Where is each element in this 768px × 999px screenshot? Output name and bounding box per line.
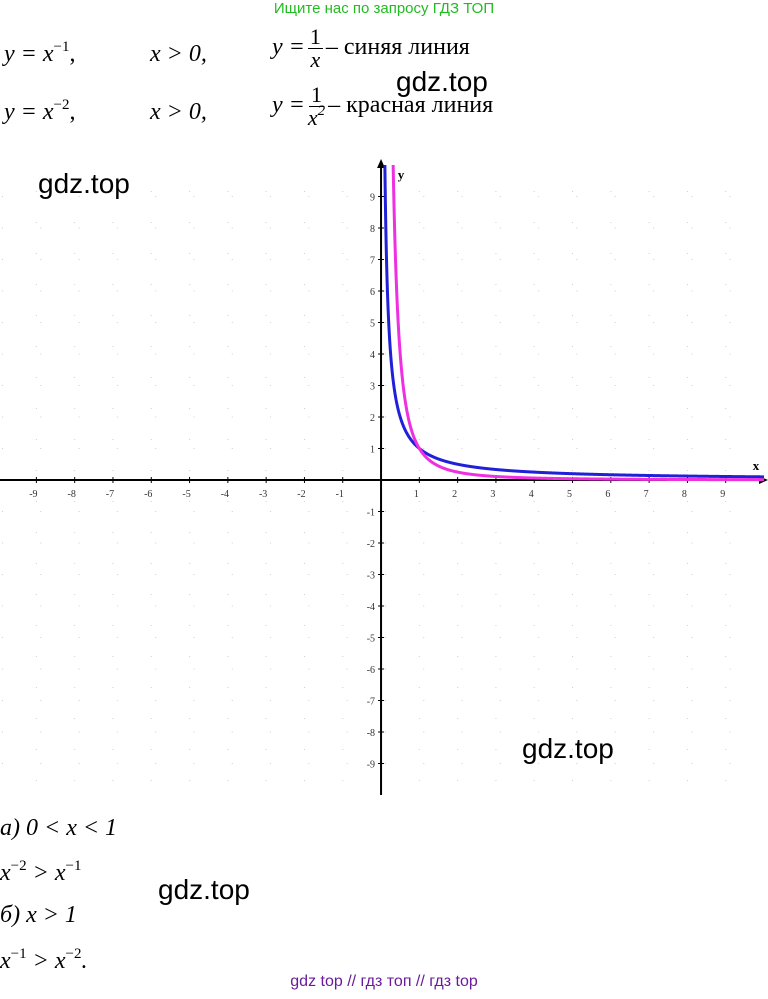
equation-base: y = x	[4, 41, 54, 67]
x-tick-label: 6	[605, 489, 610, 500]
graph: -9 -8 -7 -6 -5 -4 -3 -2 -1 1 2 3 4 5 6 7 8 9 -9 -8 -7 -6 -5 -4 -…	[0, 159, 768, 795]
y-tick-label: 8	[370, 224, 375, 235]
y-tick-label: -4	[367, 602, 375, 613]
denominator-exponent: 2	[317, 103, 326, 119]
equation-base: y = x	[4, 99, 54, 125]
watermark: gdz.top	[38, 168, 130, 199]
description: – синяя линия	[325, 34, 470, 61]
x-tick-label: 1	[414, 489, 419, 500]
y-tick-label: 5	[370, 319, 375, 330]
equation-comma: ,	[69, 99, 76, 125]
y-tick-label: -7	[367, 697, 375, 708]
x-tick-label: 4	[529, 489, 534, 500]
inverse: y = 1 x – синяя линия	[272, 26, 470, 71]
y-tick-label: -5	[367, 634, 375, 645]
y-tick-label: 2	[370, 413, 375, 424]
x-tick-label: -5	[182, 489, 190, 500]
condition: x > 0,	[150, 99, 207, 125]
inverse: y = 1 x2– красная линия	[272, 84, 493, 129]
x-tick-label: -3	[259, 489, 267, 500]
x-tick-label: -9	[29, 489, 37, 500]
answer: x−1 > x−2.	[0, 946, 88, 974]
y-tick-label: 1	[370, 445, 375, 456]
y-arrow	[377, 159, 386, 168]
x-tick-label: 7	[644, 489, 649, 500]
header: Ищите нас по запросу ГДЗ ТОП	[273, 0, 495, 17]
answer-exponent: −2	[65, 946, 82, 962]
answer: x−2 > x−1	[0, 858, 82, 886]
x-tick-label: -2	[297, 489, 305, 500]
description: – красная линия	[328, 92, 494, 119]
x-tick-label: -8	[68, 489, 76, 500]
answer: б) x > 1	[0, 903, 77, 927]
condition: x > 0,	[150, 41, 207, 67]
y-tick-label: 6	[370, 287, 375, 298]
numerator: 1	[308, 82, 324, 107]
y-tick-label: -3	[367, 571, 375, 582]
inverse-lhs: y =	[272, 92, 305, 119]
x-tick-label: -7	[106, 489, 114, 500]
x-tick-label: -4	[221, 489, 229, 500]
y-tick-label: 9	[370, 193, 375, 204]
denominator: x2	[307, 104, 325, 130]
answer-text: > x	[26, 860, 66, 886]
equation-comma: ,	[69, 41, 76, 67]
footer: gdz top // гдз топ // гдз top	[290, 973, 478, 990]
watermark: gdz.top	[522, 733, 614, 764]
answer-text: x	[0, 860, 11, 886]
x-axis-label: x	[753, 458, 760, 473]
denominator-base: x	[307, 105, 318, 130]
answer-text: а) 0 < x < 1	[0, 815, 118, 841]
y-axis-label: y	[398, 167, 405, 182]
x-tick-label: -6	[144, 489, 152, 500]
fraction: 1 x2	[308, 84, 325, 129]
curve	[383, 165, 764, 479]
answer: а) 0 < x < 1	[0, 816, 117, 840]
y-tick-label: 7	[370, 256, 375, 267]
y-tick-label: -8	[367, 728, 375, 739]
y-tick-label: -1	[367, 508, 375, 519]
answer-text: > x	[26, 948, 66, 974]
x-tick-label: 3	[490, 489, 495, 500]
equation-exponent: −2	[53, 97, 70, 113]
equation: y = x−1,	[4, 39, 76, 67]
x-tick-label: 9	[720, 489, 725, 500]
y-tick-label: 3	[370, 382, 375, 393]
y-tick-label: -6	[367, 665, 375, 676]
equation: y = x−2,	[4, 97, 76, 125]
numerator: 1	[307, 24, 323, 49]
equation-exponent: −1	[53, 39, 70, 55]
curve	[391, 165, 764, 482]
x-tick-label: 8	[682, 489, 687, 500]
answer-text: б) x > 1	[0, 902, 77, 928]
answer-exponent: −2	[10, 858, 27, 874]
x-tick-label: 2	[452, 489, 457, 500]
y-tick-label: 4	[370, 350, 375, 361]
watermark: gdz.top	[158, 874, 250, 905]
denominator-base: x	[310, 47, 321, 72]
denominator: x	[310, 49, 320, 71]
x-tick-label: 5	[567, 489, 572, 500]
watermark: gdz.top	[396, 66, 488, 97]
answer-text: x	[0, 948, 11, 974]
y-tick-label: -2	[367, 539, 375, 550]
y-tick-label: -9	[367, 760, 375, 771]
inverse-lhs: y =	[272, 34, 305, 61]
answer-exponent: −1	[10, 946, 27, 962]
answer-text: .	[81, 948, 88, 974]
answer-exponent: −1	[65, 858, 82, 874]
x-tick-label: -1	[336, 489, 344, 500]
